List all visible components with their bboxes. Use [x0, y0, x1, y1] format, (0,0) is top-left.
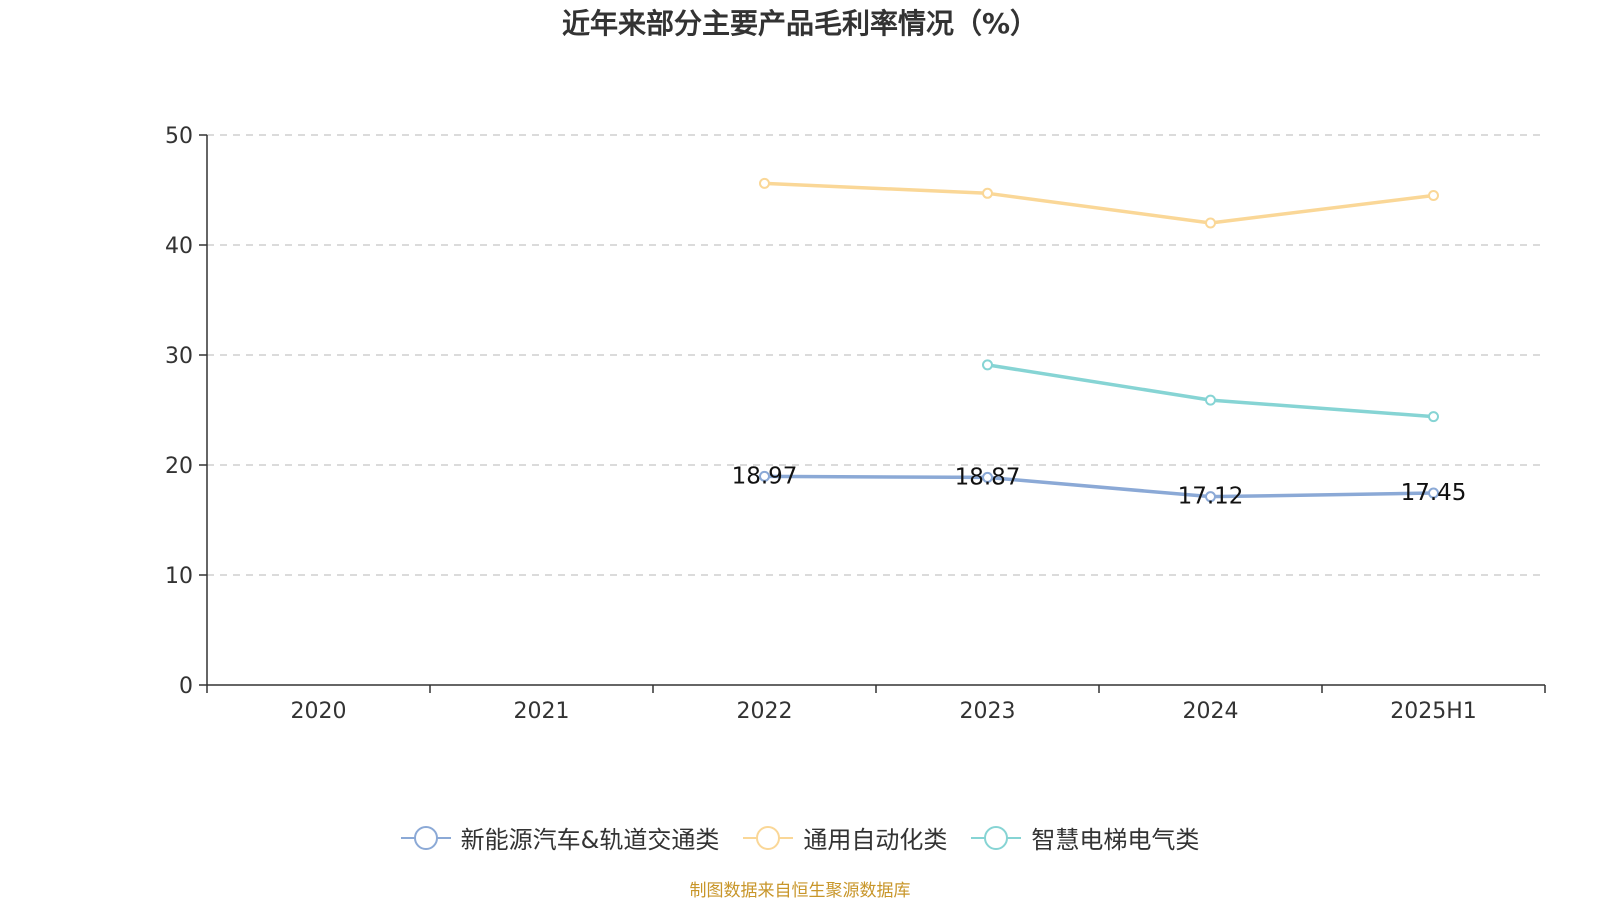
y-tick-label: 50: [165, 124, 193, 149]
series-line: [987, 363, 1434, 419]
chart-legend: 新能源汽车&轨道交通类 通用自动化类 智慧电梯电气类: [0, 820, 1600, 855]
legend-label: 通用自动化类: [803, 826, 948, 854]
data-label: 18.87: [955, 464, 1021, 490]
data-label: 18.97: [732, 463, 798, 489]
legend-line-circle-icon: [743, 825, 794, 850]
legend-item-general-automation[interactable]: 通用自动化类: [743, 820, 947, 855]
data-label: 17.12: [1178, 484, 1244, 510]
data-point: [1428, 487, 1439, 499]
data-point: [1428, 190, 1439, 201]
data-point: [982, 359, 993, 371]
y-tick-label: 10: [165, 564, 193, 589]
x-tick-label: 2025H1: [1390, 699, 1477, 724]
y-tick-label: 0: [179, 674, 193, 699]
source-note: 制图数据来自恒生聚源数据库: [689, 881, 911, 901]
legend-line-circle-icon: [400, 825, 451, 850]
legend-line-circle-icon: [971, 825, 1022, 850]
y-tick-label: 30: [165, 344, 193, 369]
y-tick-label: 20: [165, 454, 193, 479]
legend-label: 新能源汽车&轨道交通类: [460, 826, 720, 854]
x-tick-label: 2021: [514, 699, 570, 724]
data-point: [1205, 217, 1216, 229]
data-point: [1205, 394, 1216, 406]
legend-label: 智慧电梯电气类: [1031, 826, 1200, 854]
legend-item-new-energy[interactable]: 新能源汽车&轨道交通类: [400, 820, 720, 855]
chart-title: 近年来部分主要产品毛利率情况（%）: [561, 7, 1039, 40]
y-tick-label: 40: [165, 234, 193, 259]
x-tick-label: 2020: [291, 699, 347, 724]
data-label: 17.45: [1401, 480, 1467, 506]
x-tick-label: 2022: [737, 699, 793, 724]
data-point: [982, 187, 993, 199]
legend-item-smart-elevator[interactable]: 智慧电梯电气类: [971, 820, 1199, 855]
x-tick-label: 2023: [960, 699, 1016, 724]
x-tick-label: 2024: [1183, 699, 1239, 724]
data-point: [1428, 411, 1439, 423]
data-point: [1205, 491, 1216, 503]
series-line: [764, 181, 1434, 225]
data-point: [982, 471, 993, 483]
series-line: [764, 474, 1434, 499]
data-point: [759, 470, 770, 482]
data-point: [759, 177, 770, 189]
